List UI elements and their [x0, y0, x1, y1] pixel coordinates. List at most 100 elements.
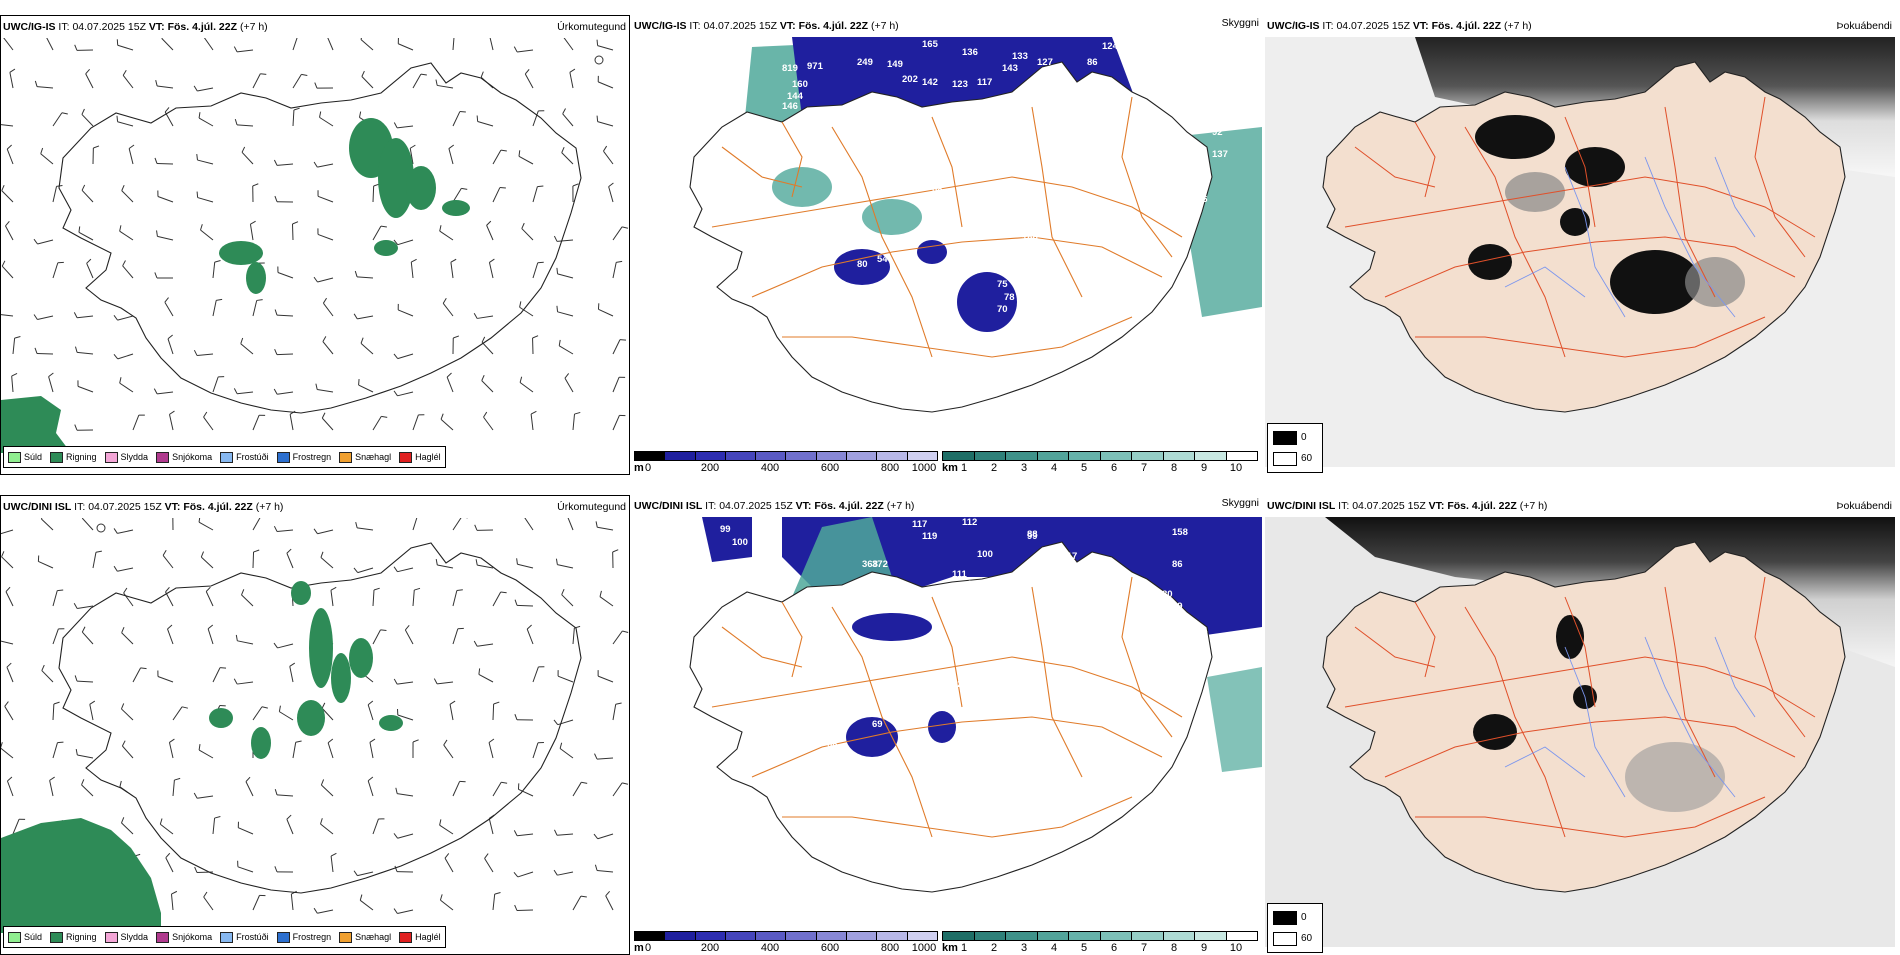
visibility-value-label: 99: [1027, 531, 1038, 542]
fog-index-panel-row2: UWC/DINI ISL IT: 04.07.2025 15Z VT: Fös.…: [1265, 495, 1895, 955]
visibility-value-label: 87: [902, 109, 913, 120]
visibility-value-label: 80: [1162, 589, 1173, 600]
visibility-value-label: 231: [854, 591, 871, 602]
legend-item: Súld: [8, 452, 42, 463]
visibility-value-label: 106: [1177, 65, 1193, 76]
legend-item: Snjókoma: [156, 932, 212, 943]
tick-label: 9: [1201, 942, 1207, 954]
precip-type-legend: Súld Rigning Slydda Snjókoma Frostúði Fr…: [3, 926, 446, 948]
panel-title: UWC/DINI ISL IT: 04.07.2025 15Z VT: Fös.…: [1267, 500, 1547, 512]
tick-label: 0: [645, 462, 651, 474]
legend-item: Slydda: [105, 452, 149, 463]
visibility-value-label: 971: [807, 61, 824, 72]
visibility-value-label: 42: [952, 679, 963, 690]
visibility-value-label: 124: [1102, 41, 1119, 52]
unit-label: m: [634, 942, 644, 954]
legend-item: Haglél: [399, 932, 441, 943]
visibility-value-label: 70: [1172, 79, 1183, 90]
tick-label: 800: [881, 462, 899, 474]
visibility-value-label: 97: [1187, 639, 1198, 650]
visibility-value-label: 70: [997, 304, 1008, 315]
iceland-map-fog: [1265, 37, 1895, 467]
iceland-map-precip: [1, 518, 630, 933]
legend-item: Snjókoma: [156, 452, 212, 463]
tick-label: 6: [1111, 462, 1117, 474]
visibility-value-label: 54: [877, 254, 888, 265]
visibility-value-label: 142: [922, 77, 938, 88]
visibility-value-label: 149: [887, 59, 903, 70]
tick-label: 2: [991, 462, 997, 474]
tick-label: 1000: [912, 942, 936, 954]
legend-item: Snæhagl: [339, 932, 391, 943]
fog-legend: 0 60: [1267, 423, 1323, 473]
tick-label: 600: [821, 462, 839, 474]
tick-label: 0: [645, 942, 651, 954]
visibility-value-label: 80: [857, 259, 868, 270]
variable-name: Þokuábendi: [1837, 20, 1892, 32]
visibility-value-label: 112: [962, 517, 977, 528]
legend-item: Frostregn: [277, 452, 332, 463]
visibility-value-label: 100: [732, 537, 748, 548]
unit-label: km: [942, 462, 958, 474]
visibility-value-label: 123: [952, 79, 968, 90]
tick-label: 200: [701, 462, 719, 474]
tick-label: 3: [1021, 462, 1027, 474]
visibility-value-label: 137: [1212, 149, 1228, 160]
visibility-value-label: 127: [1037, 57, 1053, 68]
visibility-value-label: 109: [1022, 234, 1038, 245]
visibility-value-label: 119: [922, 531, 937, 542]
legend-item: Rigning: [50, 452, 97, 463]
tick-label: 3: [1021, 942, 1027, 954]
panel-title: UWC/IG-IS IT: 04.07.2025 15Z VT: Fös. 4.…: [634, 20, 899, 32]
visibility-value-label: 89: [1172, 601, 1183, 612]
tick-label: 8: [1171, 942, 1177, 954]
visibility-value-label: 186: [982, 579, 998, 590]
variable-name: Úrkomutegund: [557, 21, 626, 33]
visibility-value-label: 132: [1212, 57, 1228, 68]
visibility-panel-row1: UWC/IG-IS IT: 04.07.2025 15Z VT: Fös. 4.…: [632, 15, 1262, 475]
variable-name: Skyggni: [1222, 17, 1259, 29]
tick-label: 8: [1171, 462, 1177, 474]
visibility-value-label: 122: [1227, 119, 1243, 130]
visibility-value-label: 86: [1087, 57, 1098, 68]
visibility-value-label: 86: [1172, 559, 1183, 570]
tick-label: 4: [1051, 942, 1057, 954]
tick-label: 2: [991, 942, 997, 954]
legend-item: Slydda: [105, 932, 149, 943]
visibility-value-label: 61: [1172, 619, 1183, 630]
variable-name: Úrkomutegund: [557, 501, 626, 513]
tick-label: 1: [961, 462, 967, 474]
visibility-value-label: 280: [817, 629, 833, 640]
visibility-value-label: 146: [782, 101, 798, 112]
precip-type-panel-row2: UWC/DINI ISL IT: 04.07.2025 15Z VT: Fös.…: [0, 495, 630, 955]
visibility-colorbar: 1 2 3 4 5 6 7 8 9 10 km: [942, 931, 1258, 941]
legend-item: Snæhagl: [339, 452, 391, 463]
legend-item: Frostúði: [220, 452, 269, 463]
legend-item: Frostregn: [277, 932, 332, 943]
cloud-base-colorbar: 0 200 400 600 800 1000 m: [634, 451, 938, 461]
tick-label: 10: [1230, 462, 1242, 474]
panel-title: UWC/DINI ISL IT: 04.07.2025 15Z VT: Fös.…: [3, 501, 283, 513]
visibility-value-label: 117: [977, 77, 992, 88]
variable-name: Þokuábendi: [1837, 500, 1892, 512]
visibility-value-label: 249: [857, 57, 873, 68]
visibility-value-label: 39: [962, 709, 973, 720]
visibility-value-label: 85: [1188, 179, 1199, 190]
visibility-value-label: 68: [827, 739, 838, 750]
visibility-value-label: 111: [952, 569, 968, 580]
iceland-map-fog: [1265, 517, 1895, 947]
iceland-map-precip: [1, 38, 630, 453]
visibility-value-label: 165: [922, 39, 939, 50]
visibility-value-label: 819: [782, 63, 798, 74]
visibility-value-label: 68: [932, 184, 943, 195]
visibility-value-label: 372: [872, 559, 888, 570]
visibility-value-label: 78: [1004, 292, 1015, 303]
visibility-value-label: 69: [872, 719, 883, 730]
visibility-value-label: 66: [1197, 194, 1208, 205]
tick-label: 6: [1111, 942, 1117, 954]
tick-label: 10: [1230, 942, 1242, 954]
visibility-value-label: 202: [902, 74, 918, 85]
visibility-value-label: 158: [1172, 527, 1188, 538]
visibility-value-label: 82: [1132, 65, 1143, 76]
